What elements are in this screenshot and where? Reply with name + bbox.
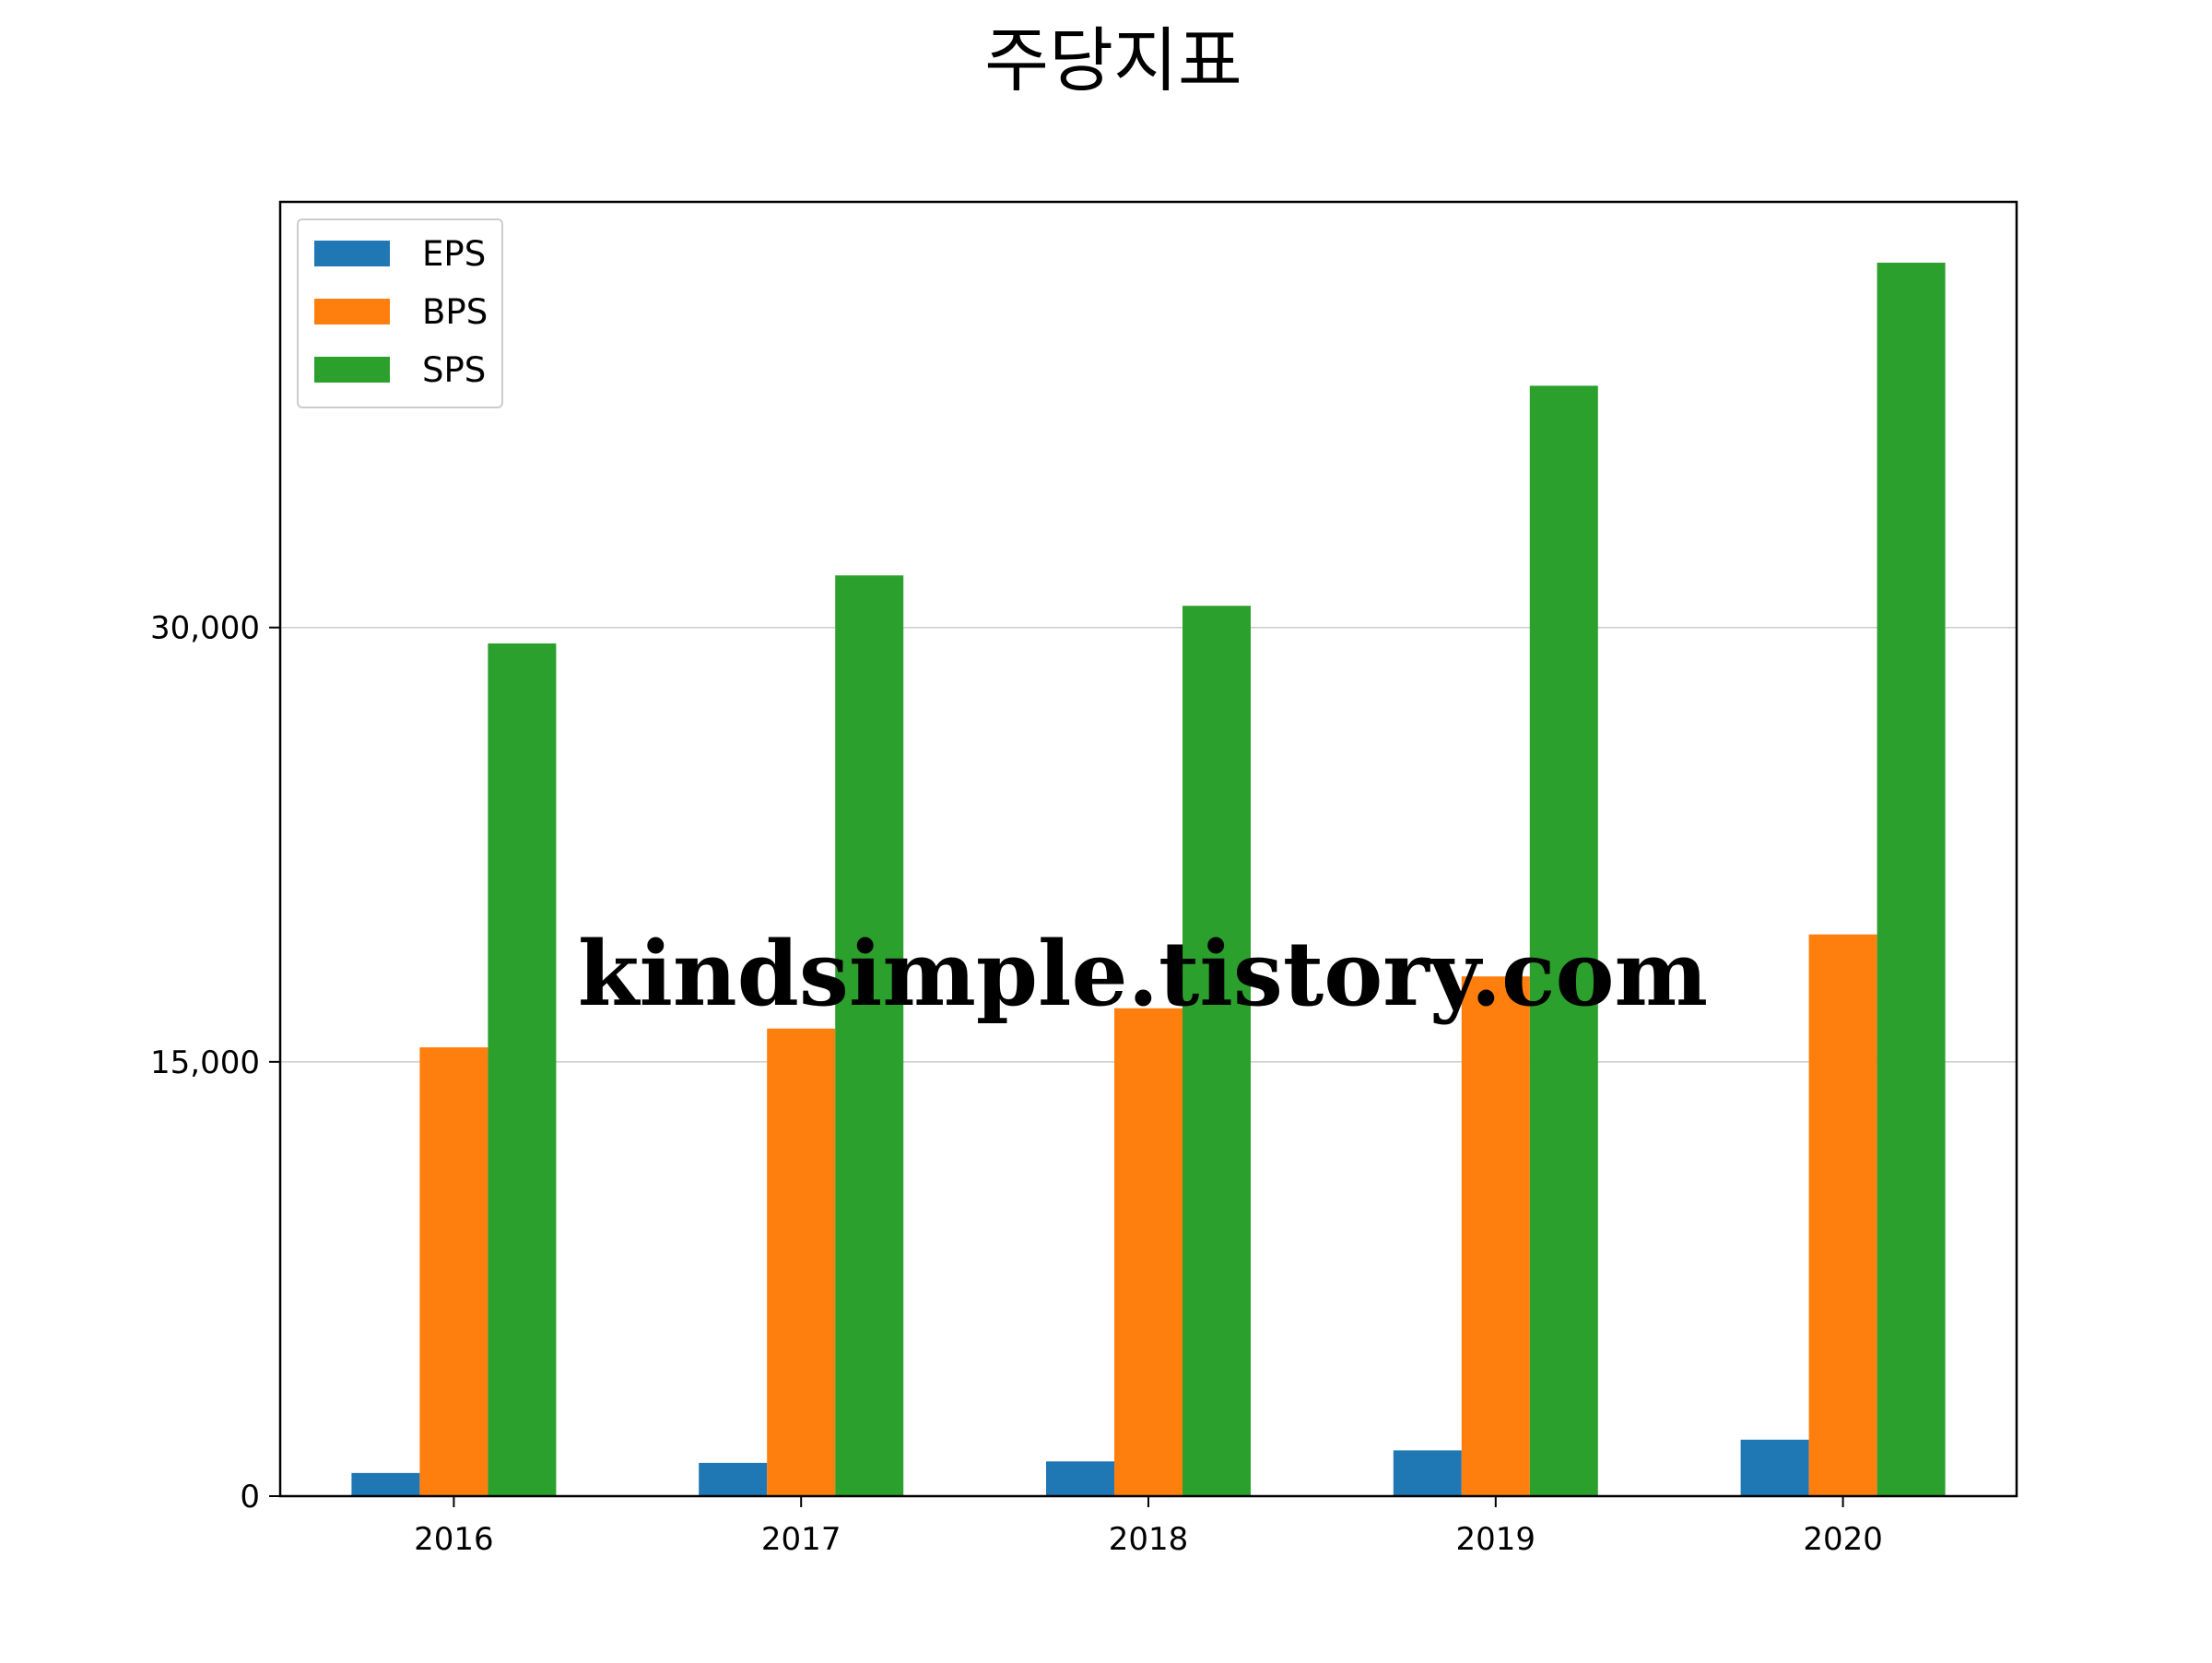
legend-label-bps: BPS bbox=[422, 292, 488, 332]
bar-bps-2018 bbox=[1114, 1008, 1182, 1496]
bar-eps-2020 bbox=[1740, 1439, 1809, 1496]
x-tick-label-2017: 2017 bbox=[761, 1521, 841, 1558]
y-axis-ticks: 0 15,000 30,000 bbox=[150, 610, 280, 1516]
x-tick-label-2018: 2018 bbox=[1109, 1521, 1189, 1558]
y-tick-label-2: 30,000 bbox=[150, 610, 260, 647]
bar-sps-2019 bbox=[1529, 385, 1598, 1496]
legend-swatch-bps bbox=[314, 299, 390, 324]
watermark: kindsimple.tistory.com bbox=[578, 922, 1708, 1026]
x-axis-ticks: 2016 2017 2018 2019 2020 bbox=[414, 1496, 1883, 1558]
x-tick-label-2020: 2020 bbox=[1803, 1521, 1883, 1558]
bar-sps-2017 bbox=[835, 575, 904, 1496]
bar-bps-2016 bbox=[419, 1047, 488, 1496]
y-tick-label-0: 0 bbox=[240, 1479, 260, 1516]
legend-swatch-eps bbox=[314, 241, 390, 266]
legend-label-sps: SPS bbox=[422, 350, 486, 390]
bar-sps-2016 bbox=[488, 643, 557, 1496]
y-tick-label-1: 15,000 bbox=[150, 1044, 260, 1081]
bar-sps-2018 bbox=[1182, 606, 1251, 1496]
legend-label-eps: EPS bbox=[422, 234, 486, 274]
x-tick-label-2016: 2016 bbox=[414, 1521, 494, 1558]
bar-sps-2020 bbox=[1877, 262, 1946, 1496]
chart-title: 주당지표 bbox=[984, 19, 1242, 101]
bar-bps-2019 bbox=[1461, 976, 1530, 1496]
x-tick-label-2019: 2019 bbox=[1456, 1521, 1536, 1558]
bar-eps-2018 bbox=[1046, 1461, 1114, 1496]
bar-eps-2019 bbox=[1393, 1450, 1462, 1496]
bars bbox=[351, 262, 1946, 1496]
bar-bps-2020 bbox=[1808, 934, 1877, 1496]
bar-eps-2016 bbox=[351, 1472, 420, 1496]
bar-bps-2017 bbox=[767, 1028, 836, 1496]
legend: EPS BPS SPS bbox=[297, 218, 503, 408]
legend-swatch-sps bbox=[314, 357, 390, 383]
bar-eps-2017 bbox=[699, 1462, 768, 1496]
